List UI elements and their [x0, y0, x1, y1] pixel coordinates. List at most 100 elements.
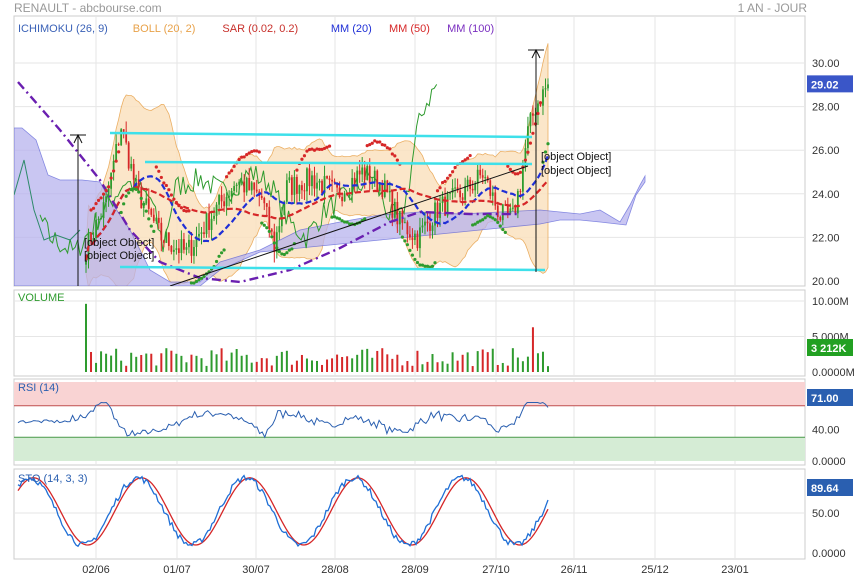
candle-body: [436, 202, 439, 218]
sar-dot: [435, 189, 440, 193]
volume-bar: [366, 348, 369, 372]
candle-body: [150, 208, 153, 215]
candle-body: [296, 176, 298, 194]
rsi-line: [17, 401, 549, 439]
measure-annotation: [object Object]: [84, 250, 154, 262]
volume-bar: [401, 365, 404, 372]
panel-frame: [13, 289, 806, 377]
measure-annotation: [object Object]: [84, 237, 154, 249]
candle-body: [464, 185, 467, 200]
candle-body: [406, 222, 409, 235]
candle-body: [316, 182, 318, 189]
period-selector[interactable]: 1 AN - JOUR: [737, 1, 807, 15]
candle-body: [403, 222, 406, 224]
candle-body: [396, 201, 399, 225]
sar-dot: [463, 158, 467, 162]
volume-bar: [290, 364, 293, 372]
candle-body: [145, 198, 148, 204]
volume-bar: [105, 353, 108, 372]
sar-dot: [305, 149, 309, 153]
candle-body: [348, 194, 351, 196]
volume-bar: [331, 358, 334, 372]
sar-dot: [335, 216, 339, 220]
sar-dot: [343, 220, 347, 224]
sar-dot: [247, 151, 251, 155]
volume-bar: [506, 365, 509, 372]
candle-body: [469, 179, 472, 189]
sar-dot: [513, 172, 517, 176]
volume-bar: [536, 353, 539, 372]
sar-dot: [219, 251, 224, 255]
candle-body: [494, 192, 497, 206]
volume-bar: [336, 354, 339, 372]
measure-head: [73, 133, 83, 144]
sar-dot: [280, 252, 284, 256]
sar-dot: [312, 148, 317, 152]
sar-dot: [129, 188, 133, 192]
candle-body: [253, 182, 256, 190]
volume-bar: [391, 358, 394, 372]
volume-bar: [265, 358, 268, 372]
volume-bar: [305, 358, 308, 372]
sar-dot: [430, 264, 435, 268]
candle-body: [516, 191, 519, 214]
sar-dot: [322, 146, 327, 151]
sar-dot: [526, 150, 530, 154]
sar-dot: [164, 183, 168, 188]
sar-dot: [317, 147, 322, 151]
volume-bar: [471, 366, 474, 372]
candle-body: [439, 203, 441, 218]
candle-body: [499, 216, 502, 221]
sar-dot: [393, 154, 397, 158]
candle-body: [157, 217, 160, 223]
sar-dot: [225, 175, 229, 179]
legend-item: ICHIMOKU (26, 9): [18, 23, 108, 35]
candle-body: [238, 181, 241, 185]
rsi-badge-bg: [807, 389, 853, 406]
sar-dot: [476, 220, 480, 224]
candle-body: [313, 175, 316, 189]
sar-dot: [385, 146, 389, 150]
candle-body: [100, 218, 102, 220]
volume-bar: [466, 352, 469, 372]
candle-body: [534, 114, 537, 116]
volume-bar: [125, 365, 128, 372]
legend-item: BOLL (20, 2): [133, 23, 196, 35]
x-tick-label: 23/01: [721, 564, 749, 576]
volume-bar: [341, 357, 344, 372]
candle-body: [175, 248, 178, 250]
sar-dot: [483, 216, 487, 220]
sar-dot: [194, 279, 199, 284]
sar-dot: [199, 276, 204, 280]
candle-body: [298, 185, 301, 194]
sar-dot: [255, 149, 259, 153]
sar-dot: [99, 196, 103, 200]
sar-dot: [523, 158, 528, 162]
candle-body: [135, 179, 138, 181]
candle-body: [190, 239, 193, 256]
sar-dot: [345, 220, 349, 224]
sar-dot: [134, 187, 138, 192]
sar-dot: [400, 235, 404, 239]
candle-body: [416, 233, 419, 249]
x-tick-label: 28/09: [401, 564, 429, 576]
volume-bar: [491, 348, 494, 372]
candle-body: [185, 247, 188, 250]
sar-dot: [242, 155, 246, 159]
candle-body: [265, 203, 268, 207]
sar-dot: [265, 226, 269, 230]
volume-bar: [431, 354, 434, 372]
sar-dot: [395, 158, 399, 162]
sar-dot: [257, 150, 261, 154]
sar-dot: [498, 224, 502, 228]
y-tick-label: 10.00M: [812, 296, 849, 308]
candle-body: [454, 187, 456, 189]
candle-body: [471, 188, 474, 191]
candle-body: [306, 168, 308, 192]
sar-dot: [109, 176, 113, 180]
candle-body: [203, 232, 205, 235]
candle-body: [95, 219, 97, 239]
candle-body: [240, 181, 243, 183]
rsi-badge: 71.00: [811, 393, 839, 405]
